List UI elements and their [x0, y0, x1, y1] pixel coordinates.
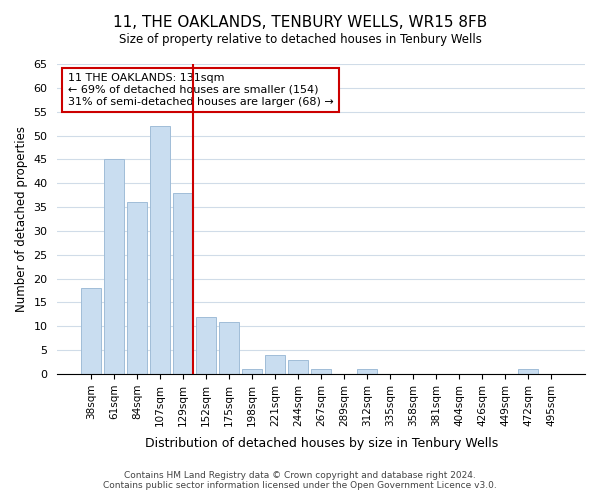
- Bar: [173, 193, 193, 374]
- Bar: [265, 355, 285, 374]
- Y-axis label: Number of detached properties: Number of detached properties: [15, 126, 28, 312]
- Bar: [151, 126, 170, 374]
- Bar: [358, 370, 377, 374]
- Bar: [220, 322, 239, 374]
- X-axis label: Distribution of detached houses by size in Tenbury Wells: Distribution of detached houses by size …: [145, 437, 498, 450]
- Text: Size of property relative to detached houses in Tenbury Wells: Size of property relative to detached ho…: [119, 32, 481, 46]
- Text: 11, THE OAKLANDS, TENBURY WELLS, WR15 8FB: 11, THE OAKLANDS, TENBURY WELLS, WR15 8F…: [113, 15, 487, 30]
- Text: Contains HM Land Registry data © Crown copyright and database right 2024.
Contai: Contains HM Land Registry data © Crown c…: [103, 470, 497, 490]
- Bar: [242, 370, 262, 374]
- Bar: [289, 360, 308, 374]
- Bar: [311, 370, 331, 374]
- Text: 11 THE OAKLANDS: 131sqm
← 69% of detached houses are smaller (154)
31% of semi-d: 11 THE OAKLANDS: 131sqm ← 69% of detache…: [68, 74, 334, 106]
- Bar: [82, 288, 101, 374]
- Bar: [104, 160, 124, 374]
- Bar: [127, 202, 147, 374]
- Bar: [518, 370, 538, 374]
- Bar: [196, 317, 216, 374]
